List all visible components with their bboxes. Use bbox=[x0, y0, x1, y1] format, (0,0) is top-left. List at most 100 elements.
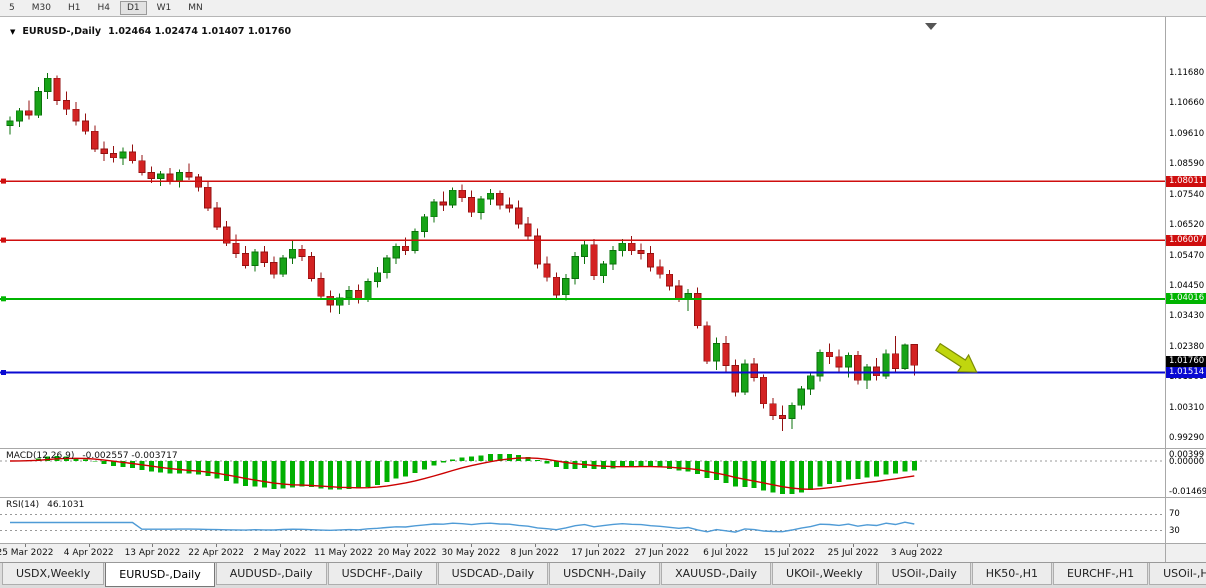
timeframe-button-w1[interactable]: W1 bbox=[156, 3, 172, 13]
tab-usdcnh-daily[interactable]: USDCNH-,Daily bbox=[549, 563, 661, 585]
tab-usdx-weekly[interactable]: USDX,Weekly bbox=[2, 563, 105, 585]
date-label: 20 May 2022 bbox=[377, 548, 437, 558]
timeframe-button-d1[interactable]: D1 bbox=[119, 1, 147, 15]
date-label: 22 Apr 2022 bbox=[188, 548, 244, 558]
chart-tab-bar: USDX,Weekly EURUSD-,Daily AUDUSD-,Daily USD… bbox=[0, 562, 1206, 588]
macd-axis-label: 0.00399 bbox=[1169, 450, 1205, 460]
tab-xauusd-daily[interactable]: XAUUSD-,Daily bbox=[661, 563, 772, 585]
time-axis-tick bbox=[853, 544, 855, 547]
macd-label: MACD(12,26,9) -0.002557 -0.003717 bbox=[6, 451, 178, 461]
chart-dropdown-icon[interactable]: ▼ bbox=[10, 27, 16, 36]
date-label: 6 Jul 2022 bbox=[703, 548, 749, 558]
price-axis-label: 1.07540 bbox=[1169, 190, 1205, 200]
price-axis-label: 1.05470 bbox=[1169, 250, 1205, 261]
macd-values: -0.002557 -0.003717 bbox=[82, 451, 178, 461]
timeframe-button-5[interactable]: 5 bbox=[9, 3, 15, 13]
rsi-name: RSI(14) bbox=[6, 500, 40, 510]
timeframe-button-h4[interactable]: H4 bbox=[97, 3, 110, 13]
timeframe-button-mn[interactable]: MN bbox=[188, 3, 203, 13]
chart-ohlc-values: 1.02464 1.02474 1.01407 1.01760 bbox=[108, 26, 292, 37]
date-label: 30 May 2022 bbox=[441, 548, 501, 558]
date-label: 25 Mar 2022 bbox=[0, 548, 54, 558]
macd-signal-line bbox=[9, 457, 915, 491]
timeframe-button-m30[interactable]: M30 bbox=[31, 3, 51, 13]
time-axis-tick bbox=[789, 544, 791, 547]
date-label: 11 May 2022 bbox=[314, 548, 373, 558]
hline-anchor[interactable] bbox=[1, 237, 6, 243]
chart-shift-marker-icon[interactable] bbox=[925, 23, 937, 30]
date-label: 27 Jun 2022 bbox=[634, 548, 690, 558]
price-axis-label: 1.00310 bbox=[1169, 403, 1205, 413]
date-label: 15 Jul 2022 bbox=[763, 548, 815, 558]
price-axis-label: 1.02380 bbox=[1169, 342, 1205, 352]
price-axis-label: 0.99290 bbox=[1169, 433, 1205, 443]
price-tag-1.01514: 1.01514 bbox=[1166, 367, 1206, 378]
macd-axis-label: -0.01469 bbox=[1169, 487, 1206, 497]
time-axis-tick bbox=[152, 544, 154, 547]
tab-usdcad-daily[interactable]: USDCAD-,Daily bbox=[437, 563, 549, 585]
time-axis-tick bbox=[25, 544, 26, 547]
axis-separator bbox=[1165, 17, 1166, 562]
time-axis-tick bbox=[216, 544, 218, 547]
rsi-value: 46.1031 bbox=[47, 500, 85, 510]
candlesticks bbox=[6, 73, 918, 432]
tab-usoil-daily[interactable]: USOil-,Daily bbox=[877, 563, 971, 585]
time-axis-tick bbox=[343, 544, 345, 547]
price-axis-label: 1.03430 bbox=[1169, 311, 1205, 321]
tab-usoil-h1[interactable]: USOil-,H1 bbox=[1149, 563, 1206, 585]
date-label: 4 Apr 2022 bbox=[63, 548, 114, 558]
down-arrow-object[interactable] bbox=[933, 339, 982, 381]
date-label: 3 Aug 2022 bbox=[890, 548, 943, 558]
current-price-tag: 1.01760 bbox=[1166, 356, 1206, 368]
time-axis-tick bbox=[725, 544, 727, 547]
tab-eurchf-h1[interactable]: EURCHF-,H1 bbox=[1052, 563, 1149, 585]
time-axis-tick bbox=[662, 544, 663, 547]
date-label: 25 Jul 2022 bbox=[827, 548, 879, 558]
tab-usdchf-daily[interactable]: USDCHF-,Daily bbox=[327, 563, 437, 585]
chart-title: ▼ EURUSD-,Daily 1.02464 1.02474 1.01407 … bbox=[10, 26, 291, 37]
price-chart-pane[interactable]: ▼ EURUSD-,Daily 1.02464 1.02474 1.01407 … bbox=[0, 17, 1206, 448]
date-label: 17 Jun 2022 bbox=[571, 548, 626, 558]
time-axis-tick bbox=[598, 544, 600, 547]
price-tag-1.08011: 1.08011 bbox=[1166, 175, 1206, 187]
price-axis-label: 1.06520 bbox=[1169, 220, 1205, 230]
tab-eurusd-daily[interactable]: EURUSD-,Daily bbox=[105, 563, 215, 587]
macd-axis-label: 0.00000 bbox=[1169, 457, 1205, 467]
rsi-indicator-pane[interactable]: RSI(14) 46.1031 70 30 bbox=[0, 497, 1206, 543]
rsi-label: RSI(14) 46.1031 bbox=[6, 500, 84, 510]
time-axis-tick bbox=[279, 544, 281, 547]
chart-symbol-label: EURUSD-,Daily bbox=[22, 26, 102, 37]
date-label: 8 Jun 2022 bbox=[510, 548, 559, 558]
candlestick-chart[interactable] bbox=[0, 17, 1165, 448]
time-axis-tick bbox=[88, 544, 90, 547]
time-axis-tick bbox=[470, 544, 472, 547]
time-axis-tick bbox=[534, 544, 536, 547]
timeframe-toolbar: 5 M30 H1 H4 D1 W1 MN bbox=[0, 0, 1206, 17]
hline-anchor[interactable] bbox=[1, 370, 6, 375]
macd-indicator-pane[interactable]: MACD(12,26,9) -0.002557 -0.003717 0.0039… bbox=[0, 448, 1206, 497]
tab-audusd-daily[interactable]: AUDUSD-,Daily bbox=[215, 563, 327, 585]
price-axis-label: 1.11680 bbox=[1169, 68, 1205, 78]
rsi-line bbox=[10, 521, 915, 533]
rsi-axis-label: 30 bbox=[1169, 525, 1180, 536]
price-tag-1.04016: 1.04016 bbox=[1166, 293, 1206, 305]
rsi-chart bbox=[0, 513, 1165, 533]
time-axis-tick bbox=[407, 544, 409, 547]
hline-anchor[interactable] bbox=[1, 178, 6, 184]
timeframe-button-h1[interactable]: H1 bbox=[67, 3, 81, 13]
price-axis-label: 1.08590 bbox=[1169, 159, 1205, 169]
date-label: 13 Apr 2022 bbox=[124, 548, 181, 558]
price-axis-label: 1.04450 bbox=[1169, 281, 1205, 291]
date-label: 2 May 2022 bbox=[253, 548, 307, 558]
macd-chart bbox=[0, 453, 1165, 494]
macd-name: MACD(12,26,9) bbox=[6, 451, 75, 461]
price-axis-label: 1.09610 bbox=[1169, 129, 1205, 139]
hline-anchor[interactable] bbox=[1, 296, 6, 302]
time-axis-tick bbox=[916, 544, 918, 547]
tab-ukoil-weekly[interactable]: UKOil-,Weekly bbox=[772, 563, 877, 585]
time-axis: 25 Mar 2022 4 Apr 2022 13 Apr 2022 22 Apr 2… bbox=[0, 543, 1206, 562]
price-tag-1.06007: 1.06007 bbox=[1166, 234, 1206, 246]
rsi-axis-label: 70 bbox=[1169, 509, 1180, 520]
tab-hk50-h1[interactable]: HK50-,H1 bbox=[971, 563, 1052, 585]
